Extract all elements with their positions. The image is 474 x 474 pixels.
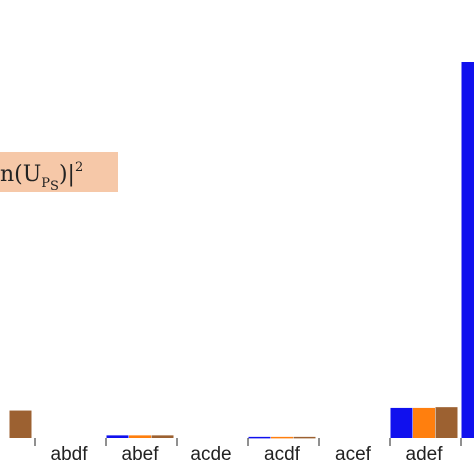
bar-acdf-series-3 bbox=[293, 436, 316, 439]
bar-abef-series-2 bbox=[129, 435, 151, 438]
bars-group bbox=[9, 62, 474, 439]
x-tick-label-acde: acde bbox=[190, 444, 231, 465]
bar-acdf-series-2 bbox=[271, 436, 293, 439]
x-tick-label-abdf: abdf bbox=[51, 444, 89, 465]
bar-adef-series-2 bbox=[413, 407, 435, 438]
bar-acdf-series-1 bbox=[248, 436, 271, 439]
tick-labels-group: abdfabefacdeacdfacefadefbcd bbox=[34, 438, 462, 465]
x-tick-label-acdf: acdf bbox=[264, 444, 301, 465]
x-tick-label-abef: abef bbox=[122, 444, 160, 465]
formula-text: n(UPS)|2 bbox=[0, 160, 83, 194]
formula-annotation: n(UPS)|2 bbox=[0, 152, 118, 194]
bar-first-series-3 bbox=[9, 410, 32, 438]
bar-adef-series-1 bbox=[390, 407, 413, 438]
formula-box bbox=[0, 152, 118, 192]
bar-bcd-series-1 bbox=[461, 62, 474, 438]
x-tick-label-acef: acef bbox=[335, 444, 372, 465]
bar-abef-series-1 bbox=[106, 435, 129, 438]
x-tick-label-adef: adef bbox=[406, 444, 444, 465]
bar-adef-series-3 bbox=[435, 407, 458, 438]
bar-abef-series-3 bbox=[151, 435, 174, 438]
